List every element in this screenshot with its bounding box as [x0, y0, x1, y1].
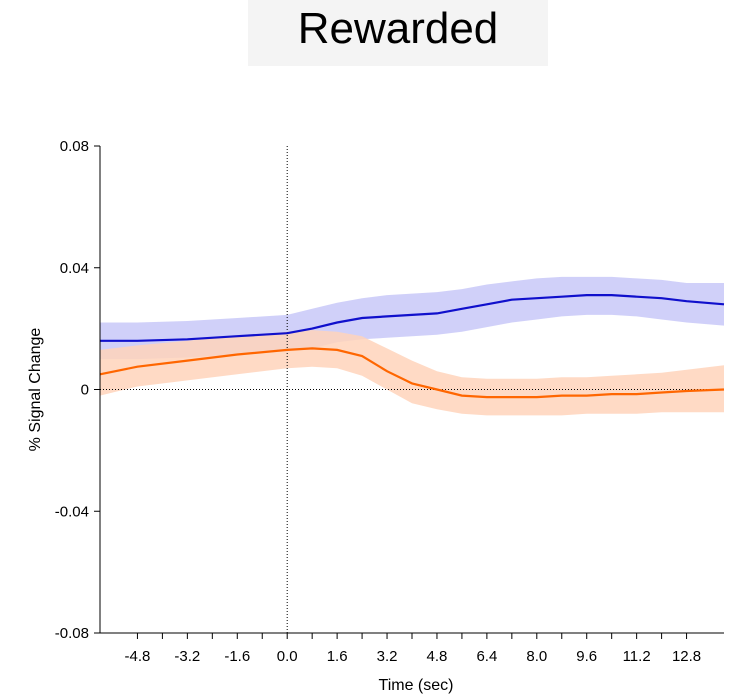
x-tick-label: 12.8: [672, 648, 701, 665]
reference-lines: [100, 146, 724, 633]
confidence-bands: [100, 276, 724, 416]
x-tick-label: 3.2: [377, 648, 398, 665]
x-tick-label: 9.6: [576, 648, 597, 665]
series-2-line: [99, 347, 725, 399]
x-tick-label: 11.2: [623, 648, 651, 665]
x-tick-label: -4.8: [125, 648, 151, 665]
chart-title: Rewarded: [297, 4, 499, 53]
y-tick-label: 0.08: [60, 138, 89, 155]
x-tick-label: 8.0: [526, 648, 547, 665]
x-tick-label: 1.6: [327, 648, 348, 665]
x-tick-label: 6.4: [476, 648, 497, 665]
ticks: -0.08 -0.04 0 0.04 0.08 -4.8 -3.2 -1.6 0.0 1.6 3.2…: [55, 138, 701, 665]
series-lines: [99, 294, 725, 399]
y-tick-label: -0.04: [55, 503, 89, 520]
x-tick-label: 0.0: [277, 648, 298, 665]
y-tick-label: 0.04: [60, 260, 89, 277]
series-1-line: [100, 294, 725, 342]
y-axis-label: % Signal Change: [27, 328, 44, 452]
series-2-band: [100, 330, 724, 416]
y-tick-label: -0.08: [55, 625, 89, 642]
y-tick-label: 0: [81, 382, 89, 399]
x-tick-label: -3.2: [174, 648, 200, 665]
x-tick-label: 4.8: [427, 648, 448, 665]
x-tick-label: -1.6: [224, 648, 250, 665]
x-axis-label: Time (sec): [379, 677, 454, 694]
title-background: [248, 0, 548, 66]
